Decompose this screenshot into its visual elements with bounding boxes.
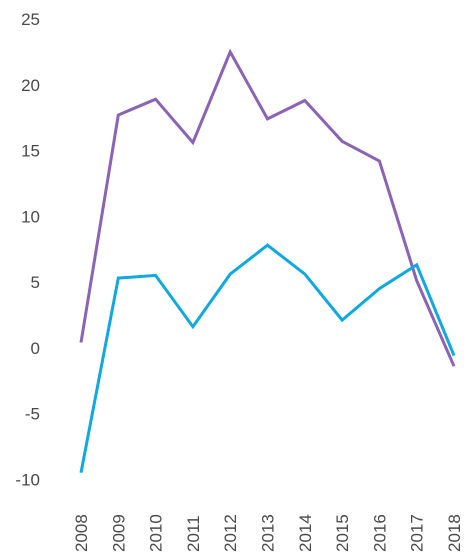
series-line-1 <box>79 48 456 367</box>
y-tick-label: 25 <box>21 10 40 29</box>
x-tick-label: 2008 <box>72 514 91 552</box>
x-tick-label: 2011 <box>184 515 203 552</box>
x-tick-label: 2010 <box>147 514 166 552</box>
y-tick-label: 20 <box>21 76 40 95</box>
y-tick-label: 10 <box>21 207 40 226</box>
x-tick-label: 2018 <box>445 514 464 552</box>
x-tick-label: 2013 <box>259 514 278 552</box>
x-tick-label: 2015 <box>333 514 352 552</box>
x-tick-label: 2016 <box>370 514 389 552</box>
x-tick-label: 2017 <box>408 514 427 552</box>
y-tick-label: 0 <box>31 339 40 358</box>
series-group <box>79 48 456 473</box>
y-tick-label: -5 <box>25 405 40 424</box>
y-tick-label: -10 <box>15 470 40 489</box>
x-axis-ticks: 2008 2009 2010 2011 2012 2013 2014 2015 2016 2017… <box>72 514 464 552</box>
y-axis-ticks: -10 -5 0 5 10 15 20 25 <box>15 10 40 489</box>
x-tick-label: 2014 <box>296 514 315 552</box>
y-tick-label: 15 <box>21 142 40 161</box>
x-tick-label: 2012 <box>221 514 240 552</box>
series-line-2 <box>79 243 456 473</box>
x-tick-label: 2009 <box>109 514 128 552</box>
y-tick-label: 5 <box>31 273 40 292</box>
